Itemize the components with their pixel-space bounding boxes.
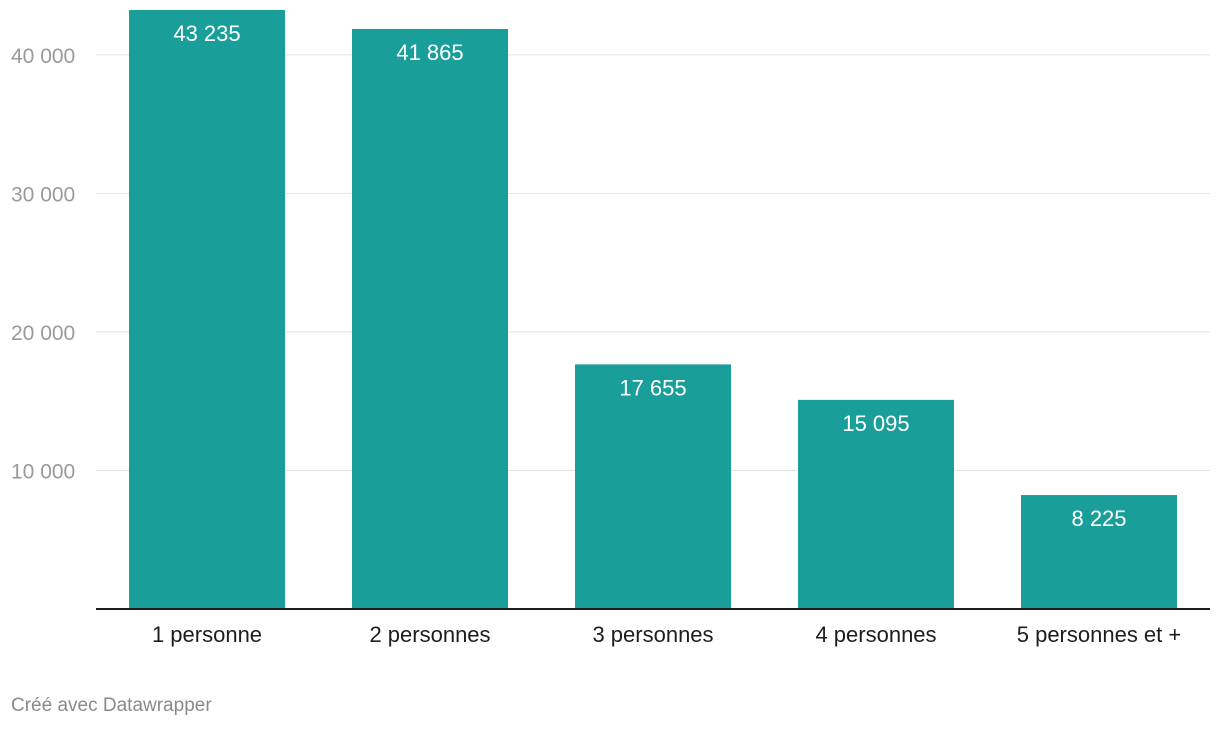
- x-tick-label: 2 personnes: [369, 622, 490, 647]
- bar: [352, 28, 508, 609]
- bar-value-labels: 43 235 41 865 17 655 15 095 8 225: [173, 21, 1126, 531]
- bar: [1021, 495, 1177, 609]
- y-tick-label: 20 000: [11, 322, 75, 345]
- y-axis-ticks: 10 000 20 000 30 000 40 000: [11, 45, 75, 484]
- bar-value-label: 41 865: [396, 40, 463, 65]
- x-tick-label: 3 personnes: [592, 622, 713, 647]
- y-tick-label: 30 000: [11, 183, 75, 206]
- bar-value-label: 8 225: [1071, 506, 1126, 531]
- bars: [129, 10, 1177, 609]
- x-tick-label: 1 personne: [152, 622, 262, 647]
- footer-credit: Créé avec Datawrapper: [11, 695, 212, 716]
- x-tick-label: 4 personnes: [815, 622, 936, 647]
- bar-value-label: 17 655: [619, 375, 686, 400]
- bar-value-label: 15 095: [842, 411, 909, 436]
- x-axis-ticks: 1 personne 2 personnes 3 personnes 4 person…: [152, 622, 1181, 647]
- bar-value-label: 43 235: [173, 21, 240, 46]
- bar-chart: 10 000 20 000 30 000 40 000 43 235 41 865 17 …: [11, 10, 1210, 647]
- x-tick-label: 5 personnes et +: [1017, 622, 1182, 647]
- y-tick-label: 40 000: [11, 45, 75, 68]
- y-tick-label: 10 000: [11, 460, 75, 483]
- bar: [798, 399, 954, 609]
- bar: [129, 10, 285, 609]
- bar: [575, 364, 731, 609]
